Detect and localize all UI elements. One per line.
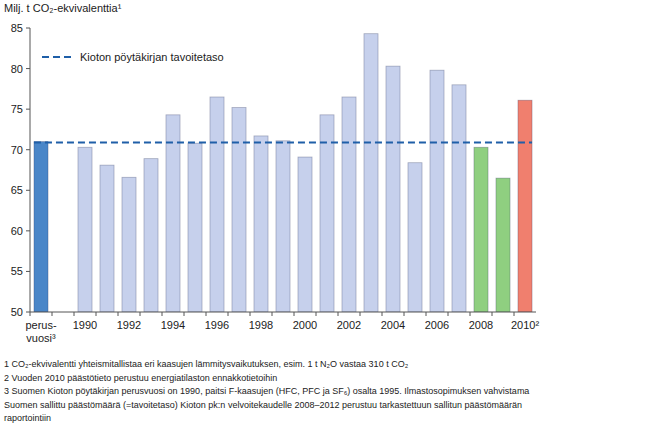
bar	[232, 108, 246, 312]
bar	[122, 177, 136, 312]
y-axis	[30, 28, 31, 312]
bar	[452, 85, 466, 312]
title: Milj. t CO₂-ekvivalenttia¹	[4, 2, 122, 14]
y-tick	[26, 149, 30, 150]
y-tick-label: 60	[11, 225, 23, 237]
x-tick	[404, 312, 405, 316]
x-tick-label: 2000	[293, 319, 317, 331]
footnote: 3 Suomen Kioton pöytäkirjan perusvuosi o…	[4, 386, 529, 396]
x-tick	[206, 312, 207, 316]
bar	[78, 147, 92, 312]
y-tick-label: 65	[11, 184, 23, 196]
x-tick-label: 2004	[381, 319, 405, 331]
footnote: 2 Vuoden 2010 päästötieto perustuu energ…	[4, 373, 277, 383]
x-tick-label: 2010²	[511, 319, 539, 331]
page: {"chart_data": { "type": "bar", "title":…	[0, 0, 661, 437]
bar	[188, 143, 202, 312]
y-tick-label: 85	[11, 22, 23, 34]
bar	[298, 157, 312, 312]
x-tick	[96, 312, 97, 316]
x-tick-label: 1990	[73, 319, 97, 331]
y-tick-label: 70	[11, 144, 23, 156]
x-tick-label: 1994	[161, 319, 185, 331]
bar	[518, 100, 532, 312]
bar	[276, 141, 290, 312]
x-tick	[272, 312, 273, 316]
y-tick	[26, 109, 30, 110]
x-tick	[118, 312, 119, 316]
bar	[364, 34, 378, 312]
x-axis	[30, 312, 536, 313]
x-tick	[382, 312, 383, 316]
y-tick	[26, 312, 30, 313]
x-tick	[448, 312, 449, 316]
y-tick-label: 50	[11, 306, 23, 318]
x-tick	[52, 312, 53, 316]
x-tick	[470, 312, 471, 316]
x-tick-label: 2008	[469, 319, 493, 331]
x-tick	[360, 312, 361, 316]
footnote: raportointiin	[4, 413, 51, 423]
bar	[430, 70, 444, 312]
x-tick	[74, 312, 75, 316]
x-tick	[294, 312, 295, 316]
chart: Milj. t CO₂-ekvivalenttia¹ 50 55 60 65 70 75 80…	[0, 0, 661, 437]
bar	[474, 147, 488, 312]
bar	[408, 163, 422, 312]
x-tick	[30, 312, 31, 316]
bars	[34, 34, 532, 312]
x-tick	[338, 312, 339, 316]
target-line	[34, 141, 532, 143]
bar	[166, 115, 180, 312]
x-tick	[162, 312, 163, 316]
x-tick	[140, 312, 141, 316]
x-tick	[514, 312, 515, 316]
x-tick-label: 1998	[249, 319, 273, 331]
bar	[34, 142, 48, 312]
bar	[496, 178, 510, 312]
x-tick	[184, 312, 185, 316]
x-tick	[316, 312, 317, 316]
bar	[386, 66, 400, 312]
x-tick-label: 2006	[425, 319, 449, 331]
x-tick	[228, 312, 229, 316]
y-tick	[26, 230, 30, 231]
y-tick-label: 55	[11, 265, 23, 277]
bar	[100, 165, 114, 312]
bar	[342, 97, 356, 312]
y-tick	[26, 190, 30, 191]
footnote: 1 CO₂-ekvivalentti yhteismitallistaa eri…	[4, 359, 409, 369]
bar	[210, 97, 224, 312]
legend-swatch	[42, 56, 74, 58]
bar	[320, 115, 334, 312]
footnote: Suomen sallittu päästömäärä (=tavoitetas…	[4, 400, 522, 410]
x-tick	[426, 312, 427, 316]
x-tick-label: perus-vuosi³	[25, 319, 57, 344]
x-tick-label: 1992	[117, 319, 141, 331]
bar	[254, 136, 268, 312]
y-tick-label: 80	[11, 63, 23, 75]
legend-label: Kioton pöytäkirjan tavoitetaso	[80, 51, 224, 63]
y-tick	[26, 68, 30, 69]
y-tick	[26, 271, 30, 272]
x-tick-label: 2002	[337, 319, 361, 331]
x-tick	[250, 312, 251, 316]
y-tick	[26, 28, 30, 29]
x-tick-label: 1996	[205, 319, 229, 331]
bar	[144, 159, 158, 312]
y-tick-label: 75	[11, 103, 23, 115]
x-tick	[492, 312, 493, 316]
